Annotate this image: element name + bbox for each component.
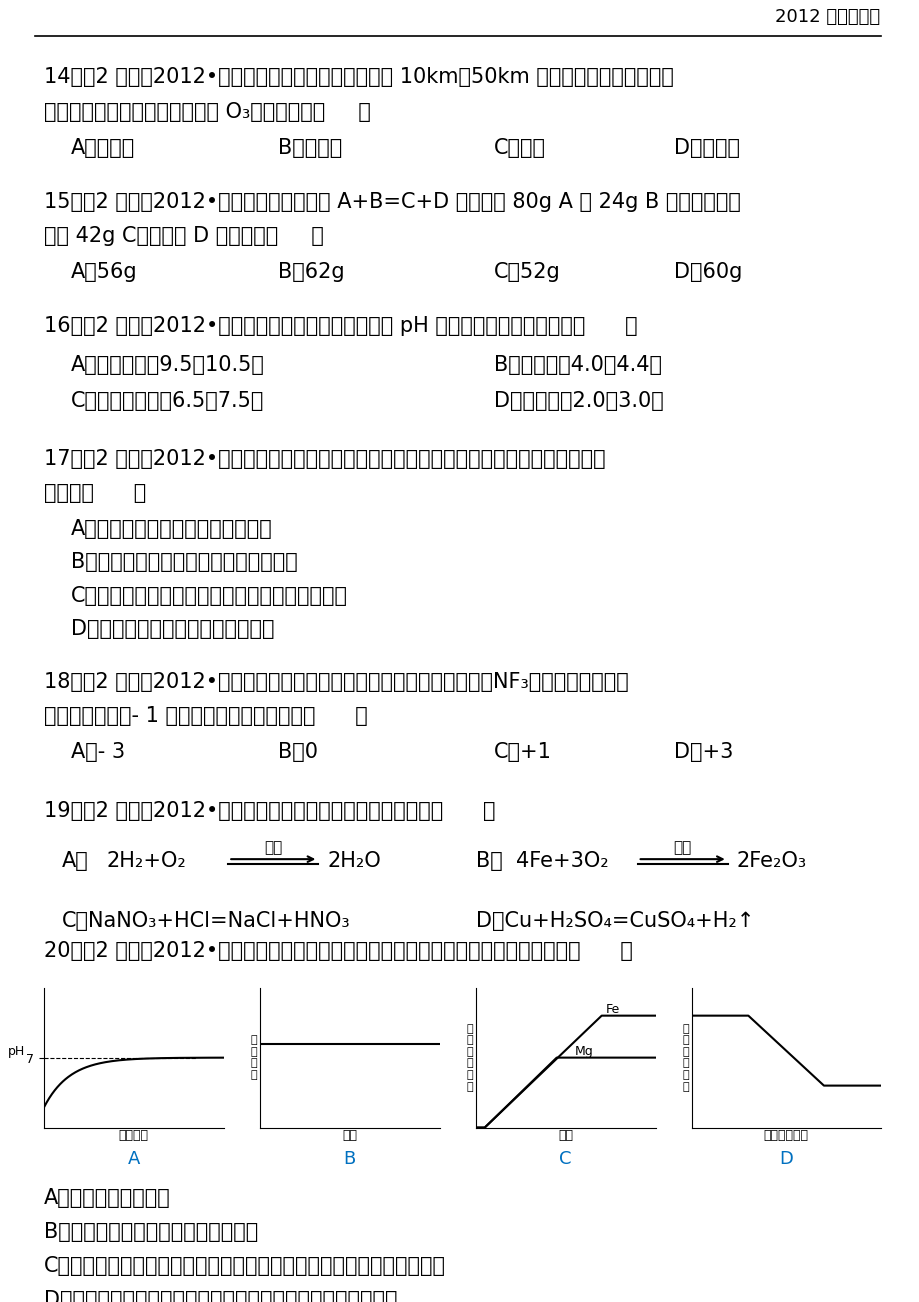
- Text: C．单质: C．单质: [494, 138, 545, 158]
- Text: D．利用农作物的秸秆发酵产生沼气: D．利用农作物的秸秆发酵产生沼气: [71, 618, 274, 639]
- Text: B．二氧化碳的过量排放将产生温室效应: B．二氧化碳的过量排放将产生温室效应: [71, 552, 297, 573]
- Text: 2Fe₂O₃: 2Fe₂O₃: [736, 852, 806, 871]
- Text: 误的是（      ）: 误的是（ ）: [44, 483, 146, 503]
- Text: D．氧化物: D．氧化物: [673, 138, 739, 158]
- Text: 点燃: 点燃: [264, 841, 282, 855]
- Text: A．液体肥皂（9.5～10.5）: A．液体肥皂（9.5～10.5）: [71, 355, 265, 375]
- Text: B．番茄汁（4.0～4.4）: B．番茄汁（4.0～4.4）: [494, 355, 661, 375]
- Text: 元素的化合价为- 1 价，则氮元素的化合价是（      ）: 元素的化合价为- 1 价，则氮元素的化合价是（ ）: [44, 706, 368, 725]
- Text: 点燃: 点燃: [673, 841, 691, 855]
- Text: 4Fe+3O₂: 4Fe+3O₂: [516, 852, 608, 871]
- Text: 2H₂O: 2H₂O: [327, 852, 380, 871]
- Text: B．一定质量的镁在密闭的容器内燃烧: B．一定质量的镁在密闭的容器内燃烧: [44, 1221, 258, 1242]
- Text: B: B: [344, 1151, 356, 1168]
- Text: C: C: [559, 1151, 572, 1168]
- Text: 生成 42g C，则生成 D 的质量为（     ）: 生成 42g C，则生成 D 的质量为（ ）: [44, 227, 323, 246]
- Text: A．: A．: [62, 852, 88, 871]
- Text: D．某温度下，向一定质量的饱和氯化钠溶液中加入氯化钠固体: D．某温度下，向一定质量的饱和氯化钠溶液中加入氯化钠固体: [44, 1290, 397, 1302]
- Text: B．62g: B．62g: [278, 262, 344, 283]
- Text: A．56g: A．56g: [71, 262, 137, 283]
- Text: B．0: B．0: [278, 742, 317, 762]
- Text: 14．（2 分）（2012•红河州）臭氧主要分布在离地面 10km～50km 的高空，保护地球生物免: 14．（2 分）（2012•红河州）臭氧主要分布在离地面 10km～50km 的…: [44, 68, 673, 87]
- Text: 16．（2 分）（2012•红河州）下列数据是常见物质的 pH 范围，其中酸性最强的是（      ）: 16．（2 分）（2012•红河州）下列数据是常见物质的 pH 范围，其中酸性最…: [44, 316, 637, 336]
- Text: A．向盐酸中不断加水: A．向盐酸中不断加水: [44, 1187, 170, 1208]
- Text: D．+3: D．+3: [673, 742, 732, 762]
- Text: B．: B．: [475, 852, 502, 871]
- Text: D: D: [778, 1151, 792, 1168]
- Text: 18．（2 分）（2012•红河州）在液晶电视制造过程中常使用三氟化氮（NF₃），三氟化氮中氟: 18．（2 分）（2012•红河州）在液晶电视制造过程中常使用三氟化氮（NF₃）…: [44, 672, 628, 691]
- Text: C．+1: C．+1: [494, 742, 551, 762]
- Text: D．60g: D．60g: [673, 262, 742, 283]
- Text: D．Cu+H₂SO₄=CuSO₄+H₂↑: D．Cu+H₂SO₄=CuSO₄+H₂↑: [475, 911, 754, 931]
- Text: D．柠檬汁（2.0～3.0）: D．柠檬汁（2.0～3.0）: [494, 391, 663, 410]
- Text: C．NaNO₃+HCl=NaCl+HNO₃: C．NaNO₃+HCl=NaCl+HNO₃: [62, 911, 350, 931]
- Text: C．白色污染的消除办法是将废弃塑料袋就地焚烧: C．白色污染的消除办法是将废弃塑料袋就地焚烧: [71, 586, 347, 605]
- Text: C．瓶装饮用水（6.5～7.5）: C．瓶装饮用水（6.5～7.5）: [71, 391, 264, 410]
- Text: C．等质量的铁和镁同时分别放入两份溶质质量分数相同的足量稀盐酸中: C．等质量的铁和镁同时分别放入两份溶质质量分数相同的足量稀盐酸中: [44, 1256, 446, 1276]
- Text: A．化合物: A．化合物: [71, 138, 135, 158]
- Text: A．- 3: A．- 3: [71, 742, 125, 762]
- Text: C．52g: C．52g: [494, 262, 560, 283]
- Text: 19．（2 分）（2012•红河州）下列化学方程式书写正确的是（      ）: 19．（2 分）（2012•红河州）下列化学方程式书写正确的是（ ）: [44, 801, 494, 822]
- Text: A: A: [128, 1151, 140, 1168]
- Text: 遭紫外线的侵害，臭氧的化学式 O₃，臭氧属于（     ）: 遭紫外线的侵害，臭氧的化学式 O₃，臭氧属于（ ）: [44, 102, 370, 121]
- Text: 17．（2 分）（2012•红河州）环境问题已成为制约社会发展和进步的严重问题，下列说法错: 17．（2 分）（2012•红河州）环境问题已成为制约社会发展和进步的严重问题，…: [44, 449, 605, 469]
- Text: 2H₂+O₂: 2H₂+O₂: [107, 852, 187, 871]
- Text: 20．（2 分）（2012•红河州）下列四个图象，分别对应四种操作过程，其中正确的是（      ）: 20．（2 分）（2012•红河州）下列四个图象，分别对应四种操作过程，其中正确…: [44, 941, 632, 961]
- Text: B．混合物: B．混合物: [278, 138, 342, 158]
- Text: A．二氧化硫排入大气中会形成酸雨: A．二氧化硫排入大气中会形成酸雨: [71, 519, 272, 539]
- Text: 15．（2 分）（2012•红河州）在化学反应 A+B=C+D 中，已知 80g A 与 24g B 恰好完全反应: 15．（2 分）（2012•红河州）在化学反应 A+B=C+D 中，已知 80g…: [44, 191, 740, 212]
- Text: 2012 年中考真题: 2012 年中考真题: [775, 8, 879, 26]
